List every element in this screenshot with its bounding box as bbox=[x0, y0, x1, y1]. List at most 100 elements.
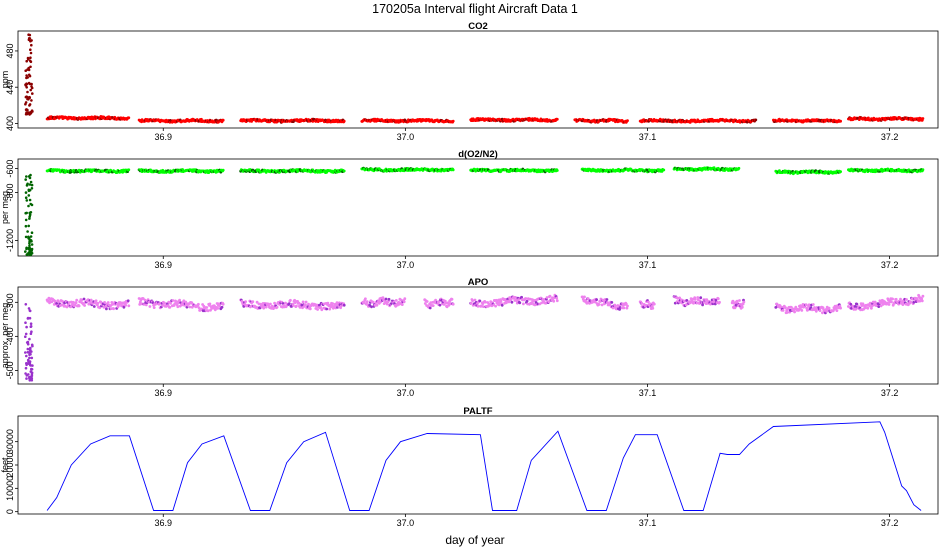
ground-point bbox=[28, 104, 31, 107]
flight-point bbox=[685, 299, 689, 302]
flight-point bbox=[514, 296, 517, 299]
flight-segment bbox=[137, 168, 225, 175]
ground-point bbox=[27, 247, 31, 251]
flight-point bbox=[699, 296, 703, 300]
flight-point bbox=[221, 302, 225, 306]
ground-point bbox=[28, 215, 32, 218]
x-tick-label: 37.0 bbox=[397, 132, 415, 142]
flight-point bbox=[365, 300, 369, 303]
flight-point bbox=[839, 170, 842, 174]
flight-point bbox=[735, 299, 739, 303]
y-tick-label: -800 bbox=[5, 184, 15, 202]
ground-point bbox=[28, 74, 32, 78]
flight-point bbox=[610, 301, 614, 304]
ground-point bbox=[25, 86, 29, 89]
flight-point bbox=[839, 119, 842, 123]
y-tick-label: 20000 bbox=[5, 452, 15, 477]
flight-point bbox=[304, 303, 307, 307]
flight-segment bbox=[469, 167, 559, 174]
flight-point bbox=[510, 300, 514, 304]
flight-segment bbox=[137, 117, 225, 124]
flight-point bbox=[127, 116, 131, 120]
flight-point bbox=[640, 301, 644, 305]
ground-point bbox=[28, 176, 32, 180]
y-axis-label: ppm bbox=[0, 71, 10, 89]
flight-point bbox=[387, 297, 391, 301]
ground-point bbox=[26, 90, 29, 94]
ground-point bbox=[31, 92, 34, 95]
y-tick-label: 440 bbox=[5, 80, 15, 95]
flight-point bbox=[221, 118, 225, 122]
y-tick-label: 10000 bbox=[5, 476, 15, 501]
flight-point bbox=[89, 298, 93, 302]
ground-point bbox=[24, 218, 28, 222]
flight-point bbox=[168, 305, 172, 309]
flight-point bbox=[716, 297, 720, 301]
flight-point bbox=[287, 302, 291, 305]
ground-point bbox=[24, 366, 28, 370]
flight-point bbox=[216, 307, 220, 310]
flight-point bbox=[163, 301, 166, 305]
flight-point bbox=[662, 168, 666, 172]
y-tick-label: -600 bbox=[5, 160, 15, 178]
flight-segment bbox=[774, 169, 842, 176]
ground-point bbox=[26, 108, 29, 112]
ground-point bbox=[24, 101, 28, 104]
flight-point bbox=[887, 303, 891, 306]
flight-point bbox=[370, 305, 373, 309]
ground-point bbox=[25, 253, 29, 256]
ground-point bbox=[31, 344, 34, 348]
x-tick-label: 36.9 bbox=[154, 518, 172, 528]
ground-point bbox=[30, 330, 33, 334]
flight-point bbox=[525, 299, 529, 303]
flight-point bbox=[647, 300, 650, 304]
ground-point bbox=[24, 335, 27, 339]
ground-point bbox=[25, 377, 28, 380]
flight-segment bbox=[45, 296, 131, 311]
flight-point bbox=[864, 306, 867, 310]
flight-point bbox=[394, 299, 398, 302]
flight-point bbox=[520, 295, 523, 299]
flight-point bbox=[918, 299, 922, 303]
flight-point bbox=[148, 305, 152, 308]
flight-point bbox=[595, 298, 598, 301]
flight-point bbox=[77, 304, 81, 308]
ground-point bbox=[27, 204, 30, 208]
flight-point bbox=[289, 298, 292, 302]
ground-point bbox=[29, 60, 33, 64]
flight-point bbox=[92, 305, 96, 308]
ground-point bbox=[25, 363, 28, 367]
flight-point bbox=[80, 298, 83, 302]
flight-segment bbox=[638, 299, 656, 310]
flight-point bbox=[301, 300, 305, 304]
flight-point bbox=[785, 311, 789, 314]
flight-point bbox=[548, 294, 552, 298]
y-tick-label: 0 bbox=[5, 509, 15, 514]
ground-point bbox=[30, 99, 33, 102]
flight-point bbox=[605, 298, 609, 301]
flight-point bbox=[307, 302, 310, 306]
flight-point bbox=[905, 298, 908, 301]
panel-title: APO bbox=[468, 277, 489, 288]
flight-point bbox=[96, 301, 100, 305]
flight-point bbox=[205, 306, 209, 309]
flight-point bbox=[74, 301, 78, 305]
flight-point bbox=[295, 304, 298, 308]
ground-point bbox=[29, 322, 33, 326]
flight-point bbox=[478, 299, 482, 303]
ground-point bbox=[25, 95, 29, 99]
flight-point bbox=[689, 120, 692, 124]
flight-segment bbox=[360, 296, 407, 309]
flight-segment bbox=[45, 115, 131, 121]
flight-point bbox=[921, 168, 925, 172]
flight-segment bbox=[239, 298, 346, 312]
flight-point bbox=[384, 297, 388, 301]
flight-point bbox=[909, 300, 913, 304]
ground-point bbox=[29, 370, 33, 373]
flight-point bbox=[818, 309, 822, 312]
x-tick-label: 37.1 bbox=[639, 518, 657, 528]
flight-point bbox=[890, 300, 893, 304]
flight-point bbox=[342, 119, 346, 123]
ground-point bbox=[27, 307, 31, 310]
